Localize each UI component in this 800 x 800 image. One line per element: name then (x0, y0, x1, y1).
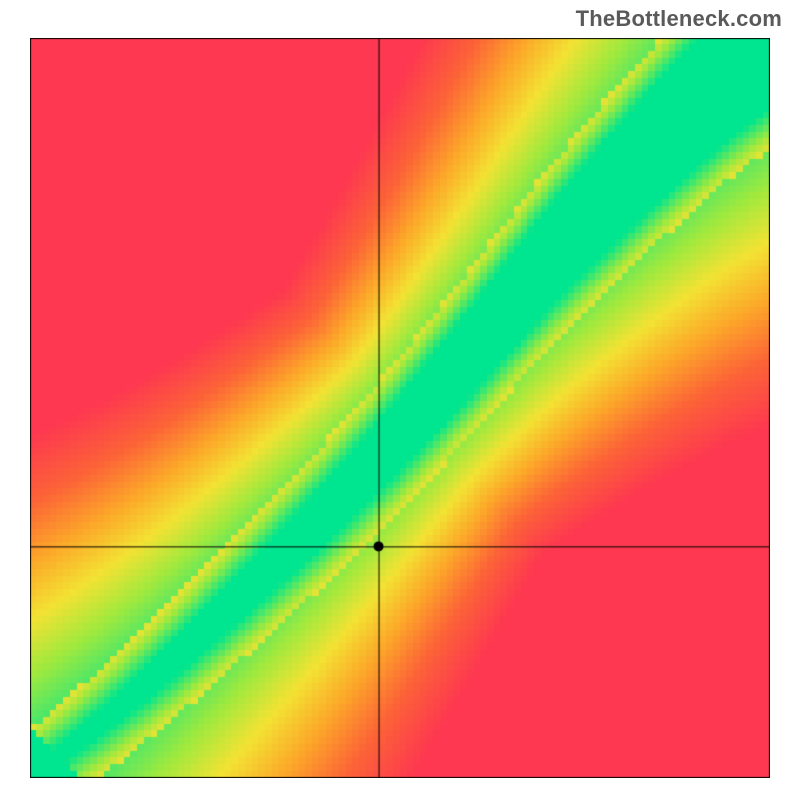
bottleneck-heatmap (30, 38, 770, 778)
watermark-text: TheBottleneck.com (576, 6, 782, 32)
chart-container: TheBottleneck.com (0, 0, 800, 800)
